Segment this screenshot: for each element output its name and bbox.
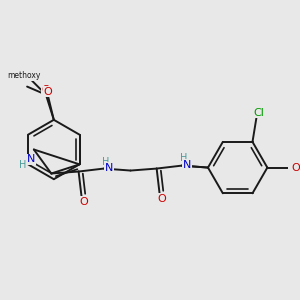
Text: N: N <box>105 163 113 172</box>
Text: N: N <box>27 154 35 164</box>
Text: H: H <box>180 153 188 163</box>
Text: H: H <box>19 160 27 170</box>
Text: H: H <box>102 157 110 166</box>
Text: O: O <box>41 85 50 95</box>
Text: N: N <box>183 160 191 170</box>
Text: O: O <box>157 194 166 204</box>
Text: O: O <box>291 163 300 172</box>
Text: O: O <box>44 86 52 97</box>
Text: methoxy: methoxy <box>8 71 41 80</box>
Text: O: O <box>79 197 88 207</box>
Text: Cl: Cl <box>253 108 264 118</box>
